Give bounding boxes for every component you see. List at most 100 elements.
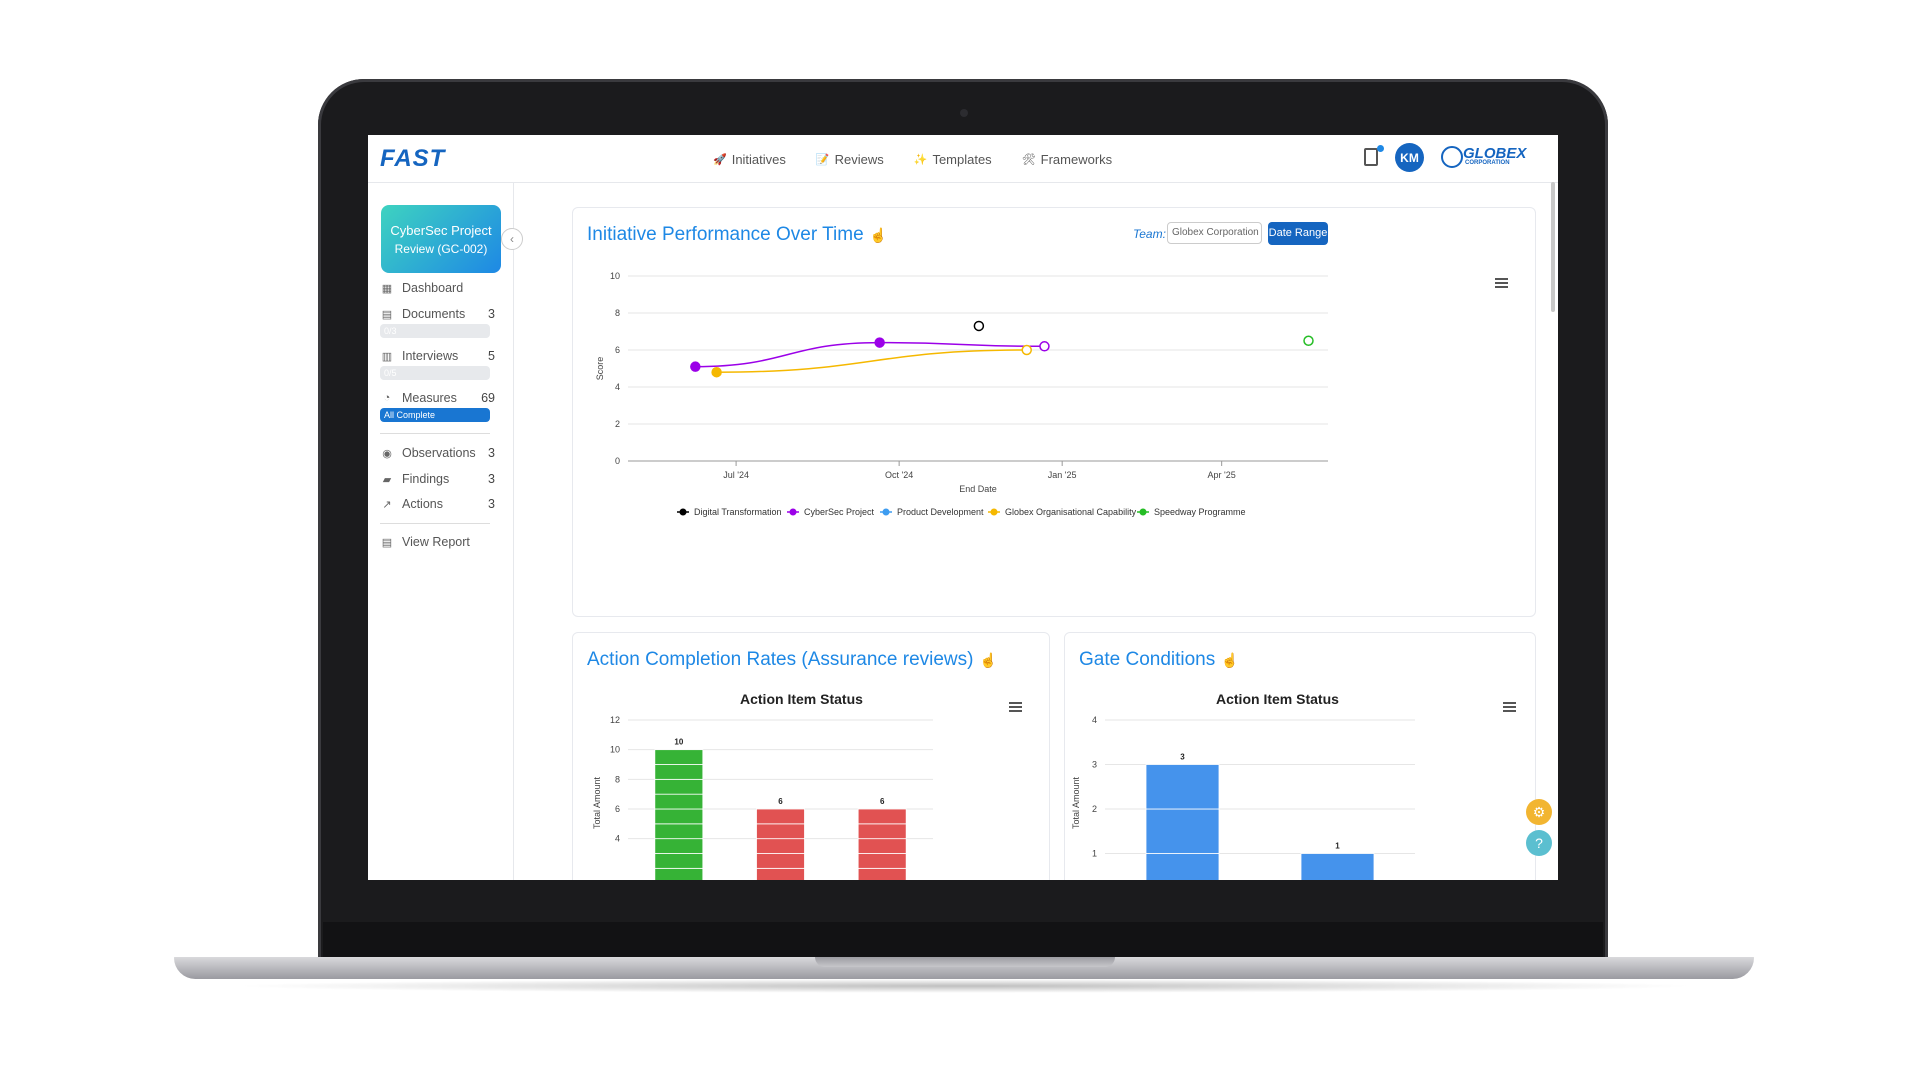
sidebar-item-count: 3 bbox=[488, 497, 495, 511]
bar-data-label: 10 bbox=[674, 738, 683, 747]
x-tick-label: Jan '25 bbox=[1048, 470, 1077, 480]
laptop-base bbox=[174, 957, 1754, 979]
bar-segment bbox=[1145, 808, 1220, 854]
legend-marker bbox=[990, 508, 998, 516]
gate-card-title-text: Gate Conditions bbox=[1079, 649, 1216, 670]
sidebar-item-interviews[interactable]: ▥ Interviews 5 bbox=[380, 347, 505, 365]
y-tick-label: 2 bbox=[615, 419, 620, 429]
bar-segment bbox=[857, 867, 907, 880]
y-tick-label: 10 bbox=[610, 271, 620, 281]
y-tick-label: 2 bbox=[1092, 804, 1097, 814]
sidebar-item-label: Measures bbox=[402, 391, 457, 405]
chart-menu-icon[interactable] bbox=[1495, 278, 1508, 288]
team-select-value: Globex Corporation bbox=[1172, 227, 1259, 238]
sidebar-item-count: 3 bbox=[488, 472, 495, 486]
chevron-left-icon: ‹ bbox=[510, 232, 514, 246]
bar-data-label: 3 bbox=[1180, 753, 1185, 762]
nav-templates-label: Templates bbox=[932, 152, 992, 167]
arrow-icon: ↗ bbox=[382, 498, 392, 511]
bar-data-label: 6 bbox=[880, 797, 885, 806]
collapse-sidebar-button[interactable]: ‹ bbox=[501, 228, 523, 250]
page-scrollbar[interactable] bbox=[1551, 182, 1555, 312]
gate-bar-chart: 1 2 3 4 Total Amount 3 1 bbox=[1071, 715, 1415, 880]
bar-segment bbox=[1145, 764, 1220, 810]
nav-initiatives[interactable]: 🚀 Initiatives bbox=[713, 152, 786, 167]
globe-icon bbox=[1441, 146, 1463, 168]
clipboard-icon[interactable] bbox=[1364, 148, 1378, 166]
measures-progress: All Complete bbox=[380, 408, 490, 422]
bar-segment bbox=[654, 838, 704, 854]
y-axis-label: Score bbox=[595, 357, 605, 381]
nav-frameworks[interactable]: 🛠 Frameworks bbox=[1022, 152, 1112, 167]
sidebar-item-documents[interactable]: ▤ Documents 3 bbox=[380, 305, 505, 323]
bar-segment bbox=[654, 793, 704, 810]
tools-icon: 🛠 bbox=[1021, 154, 1036, 166]
document-icon: ▤ bbox=[381, 308, 393, 321]
team-label: Team: bbox=[1133, 227, 1166, 241]
team-select[interactable]: Globex Corporation ⌄ bbox=[1167, 222, 1262, 244]
bar-segment bbox=[654, 778, 704, 795]
documents-progress: 0/3 bbox=[380, 324, 490, 338]
sidebar-item-label: Interviews bbox=[402, 349, 459, 363]
rocket-icon: 🚀 bbox=[713, 154, 727, 166]
bar-segment bbox=[756, 808, 805, 825]
chart-menu-icon[interactable] bbox=[1503, 702, 1516, 712]
bar-segment bbox=[1300, 853, 1375, 880]
gate-chart-title: Action Item Status bbox=[1216, 691, 1339, 707]
gate-card-title: Gate Conditions ☝ bbox=[1079, 649, 1239, 671]
hand-pointer-icon[interactable]: ☝ bbox=[1221, 651, 1239, 668]
help-icon[interactable]: ? bbox=[1526, 830, 1552, 856]
app-screen: FAST 🚀 Initiatives 📝 Reviews ✨ Templates 🛠 F… bbox=[368, 135, 1558, 880]
bar-data-label: 1 bbox=[1335, 842, 1340, 851]
sidebar-item-observations[interactable]: ◉ Observations 3 bbox=[380, 444, 505, 462]
action-card-title-text: Action Completion Rates (Assurance revie… bbox=[587, 649, 974, 670]
bar-segment bbox=[756, 867, 805, 880]
sidebar-item-label: Dashboard bbox=[402, 281, 464, 295]
laptop-shadow bbox=[230, 979, 1700, 993]
sidebar-divider bbox=[380, 433, 490, 434]
chart-menu-icon[interactable] bbox=[1009, 702, 1022, 712]
notification-dot bbox=[1377, 145, 1384, 152]
data-point bbox=[1039, 341, 1050, 352]
legend-marker bbox=[789, 508, 797, 516]
legend-marker bbox=[1139, 508, 1147, 516]
data-point bbox=[973, 320, 985, 332]
sidebar-item-label: Findings bbox=[402, 472, 450, 486]
sidebar-divider bbox=[380, 523, 490, 524]
y-tick-label: 6 bbox=[615, 345, 620, 355]
nav-templates[interactable]: ✨ Templates bbox=[914, 152, 992, 167]
eye-icon: ◉ bbox=[382, 447, 392, 460]
nav-reviews[interactable]: 📝 Reviews bbox=[816, 152, 884, 167]
legend-label: Product Development bbox=[897, 507, 984, 517]
sidebar-item-count: 3 bbox=[488, 446, 495, 460]
action-bar-chart: 4 6 8 10 12 Total Amount 10 6 6 bbox=[592, 715, 933, 880]
sidebar-item-findings[interactable]: ▰ Findings 3 bbox=[380, 470, 505, 488]
interviews-progress: 0/5 bbox=[380, 366, 490, 380]
sidebar-item-label: View Report bbox=[402, 535, 470, 549]
series-line bbox=[695, 341, 1045, 368]
performance-card: Initiative Performance Over Time ☝ Team:… bbox=[572, 207, 1536, 617]
data-point bbox=[711, 366, 722, 378]
bar-segment bbox=[756, 823, 805, 840]
sidebar-item-view-report[interactable]: ▤ View Report bbox=[380, 533, 505, 551]
hand-pointer-icon[interactable]: ☝ bbox=[869, 226, 888, 243]
date-range-button[interactable]: Date Range bbox=[1268, 222, 1328, 245]
sidebar-item-actions[interactable]: ↗ Actions 3 bbox=[380, 495, 505, 513]
sidebar-item-count: 5 bbox=[488, 349, 495, 363]
bar-segment bbox=[857, 808, 907, 825]
performance-title: Initiative Performance Over Time ☝ bbox=[587, 224, 887, 246]
hand-pointer-icon[interactable]: ☝ bbox=[979, 651, 997, 668]
sidebar-item-dashboard[interactable]: ▦ Dashboard bbox=[380, 279, 505, 297]
nav-reviews-label: Reviews bbox=[834, 152, 884, 167]
settings-gear-icon[interactable]: ⚙ bbox=[1526, 799, 1552, 825]
bar-segment bbox=[857, 838, 907, 854]
user-avatar[interactable]: KM bbox=[1395, 143, 1424, 172]
bar-segment bbox=[857, 823, 907, 840]
sidebar-item-measures[interactable]: ◔ Measures 69 bbox=[380, 389, 505, 407]
y-tick-label: 8 bbox=[615, 308, 620, 318]
main-nav: 🚀 Initiatives 📝 Reviews ✨ Templates 🛠 Framew… bbox=[713, 152, 1112, 167]
app-logo[interactable]: FAST bbox=[380, 145, 446, 172]
gate-conditions-card: Gate Conditions ☝ Action Item Status 1 2 3… bbox=[1064, 632, 1536, 880]
legend-label: Digital Transformation bbox=[694, 507, 782, 517]
project-card[interactable]: CyberSec Project Review (GC-002) bbox=[381, 205, 501, 273]
